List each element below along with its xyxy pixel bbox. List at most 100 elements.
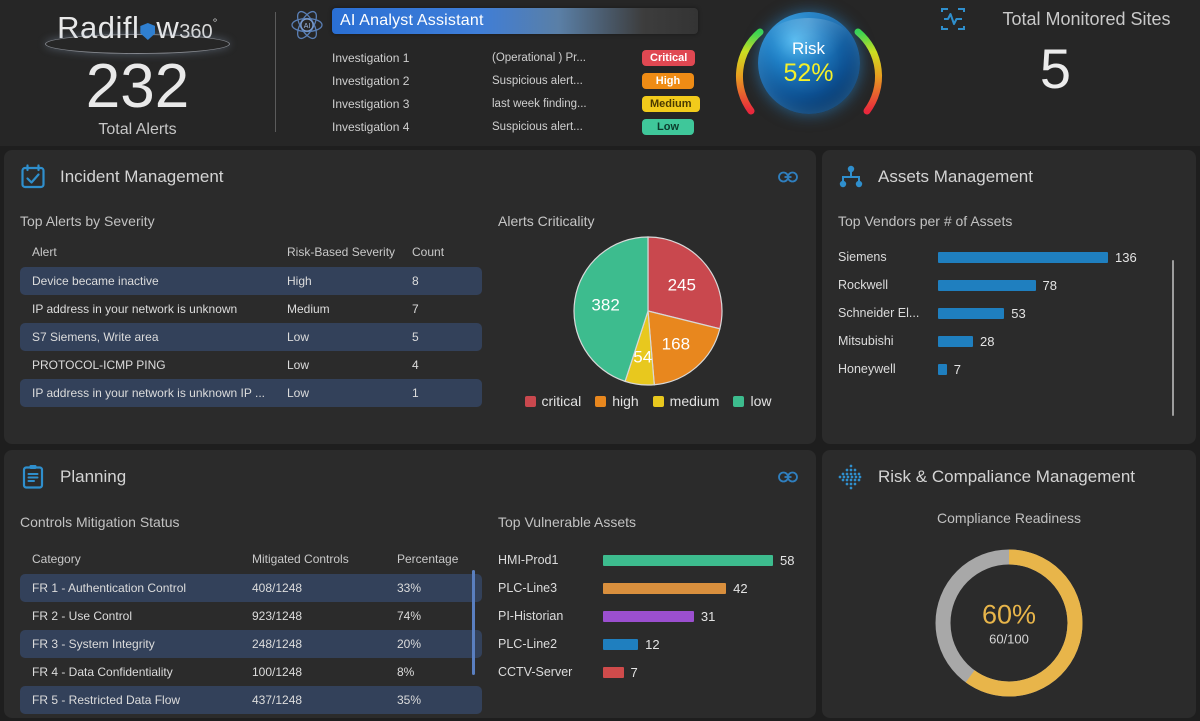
alert-severity: Medium [287, 302, 330, 316]
alert-count: 5 [400, 323, 482, 351]
control-percentage: 8% [397, 665, 415, 679]
pie-slice[interactable] [647, 236, 723, 330]
header-divider [275, 12, 276, 132]
alert-severity: High [275, 267, 400, 295]
bar-row[interactable]: Schneider El... 53 [838, 299, 1170, 327]
logo-ellipse-decoration [45, 34, 230, 54]
bar-fill [938, 251, 1108, 263]
control-category: FR 5 - Restricted Data Flow [20, 686, 240, 714]
investigation-description: last week finding... [492, 97, 587, 110]
table-row[interactable]: Device became inactive High 8 [20, 267, 482, 295]
legend-swatch [524, 395, 536, 407]
table-row[interactable]: IP address in your network is unknown Me… [20, 295, 482, 323]
control-mitigated: 408/1248 [240, 714, 385, 718]
status-badge: Critical [642, 49, 696, 66]
scrollbar[interactable] [472, 570, 475, 675]
bar-value: 136 [1115, 249, 1137, 265]
bar-label: Rockwell [838, 278, 889, 292]
total-monitored-sites-value: 5 [1039, 37, 1072, 100]
compliance-readiness-donut: 60% 60/100 [928, 542, 1090, 704]
total-alerts-label: Total Alerts [98, 121, 177, 139]
alerts-criticality-pie-chart: 245 168 54 382 [573, 236, 723, 386]
alert-name: PROTOCOL-ICMP PING [32, 358, 166, 372]
bar-label: Schneider El... [838, 306, 920, 320]
list-item[interactable]: Investigation 3 last week finding... Med… [332, 92, 706, 115]
donut-fill [935, 549, 1083, 697]
bar-row[interactable]: Siemens 136 [838, 243, 1170, 271]
list-item[interactable]: Investigation 4 Suspicious alert... Low [332, 115, 706, 138]
bar-label: Siemens [838, 250, 887, 264]
control-percentage: 33% [385, 574, 482, 602]
table-row[interactable]: FR 5 - Restricted Data Flow 437/1248 35% [20, 686, 482, 714]
table-row[interactable]: PROTOCOL-ICMP PING Low 4 [20, 351, 482, 379]
alert-count: 7 [412, 302, 419, 316]
table-row[interactable]: IP address in your network is unknown IP… [20, 379, 482, 407]
table-row[interactable]: FR 2 - Use Control 923/1248 74% [20, 602, 482, 630]
bar-row[interactable]: PLC-Line3 42 [498, 574, 798, 602]
top-vendors-title: Top Vendors per # of Assets [838, 213, 1013, 229]
bar-value: 78 [1042, 277, 1057, 293]
bar-row[interactable]: Rockwell 78 [838, 271, 1170, 299]
bar-row[interactable]: PI-Historian 31 [498, 602, 798, 630]
chain-link-icon[interactable] [778, 470, 798, 483]
controls-mitigation-status-title: Controls Mitigation Status [20, 514, 180, 530]
bar-row[interactable]: Mitsubishi 28 [838, 327, 1170, 355]
control-category: FR 6 - Authentication Control [20, 714, 240, 718]
control-category: FR 3 - System Integrity [20, 630, 240, 658]
bar-value: 7 [953, 361, 961, 377]
assets-management-panel: Assets Management Top Vendors per # of A… [822, 150, 1196, 444]
bar-label: CCTV-Server [498, 665, 573, 679]
legend-label: low [750, 393, 772, 409]
controls-mitigation-table: Category Mitigated Controls Percentage F… [20, 546, 482, 718]
control-mitigated: 248/1248 [240, 630, 385, 658]
table-row[interactable]: FR 4 - Data Confidentiality 100/1248 8% [20, 658, 482, 686]
bar-fill [938, 307, 1005, 319]
ai-analyst-assistant-bar[interactable]: AI Analyst Assistant [332, 8, 698, 34]
table-row[interactable]: S7 Siemens, Write area Low 5 [20, 323, 482, 351]
chain-link-icon[interactable] [778, 170, 798, 183]
bar-fill [603, 638, 639, 650]
bar-row[interactable]: PLC-Line2 12 [498, 630, 798, 658]
pie-slice-value: 382 [591, 295, 619, 314]
pie-slice[interactable] [647, 310, 721, 386]
alert-count: 1 [400, 379, 482, 407]
pie-slice-value: 245 [668, 276, 696, 295]
table-row[interactable]: FR 3 - System Integrity 248/1248 20% [20, 630, 482, 658]
pie-slice[interactable] [573, 236, 649, 383]
control-percentage: 20% [385, 630, 482, 658]
table-row[interactable]: FR 6 - Authentication Control 408/1248 3… [20, 714, 482, 718]
bar-track: 12 [603, 637, 660, 652]
bar-track: 136 [938, 250, 1137, 265]
bar-row[interactable]: CCTV-Server 7 [498, 658, 798, 686]
risk-compliance-panel: Risk & Compaliance Management Compliance… [822, 450, 1196, 718]
list-item[interactable]: Investigation 1 (Operational ) Pr... Cri… [332, 46, 706, 69]
bar-fill [603, 554, 773, 566]
investigation-name: Investigation 3 [332, 96, 410, 111]
bar-fill [938, 363, 947, 375]
alert-name: S7 Siemens, Write area [20, 323, 275, 351]
bar-fill [603, 610, 694, 622]
table-row[interactable]: FR 1 - Authentication Control 408/1248 3… [20, 574, 482, 602]
list-item[interactable]: Investigation 2 Suspicious alert... High [332, 69, 706, 92]
column-header-severity: Risk-Based Severity [287, 245, 396, 259]
bar-track: 7 [603, 665, 638, 680]
alert-name: IP address in your network is unknown [32, 302, 238, 316]
scrollbar[interactable] [1172, 260, 1174, 416]
bar-value: 12 [645, 636, 660, 652]
bar-row[interactable]: HMI-Prod1 58 [498, 546, 798, 574]
top-vulnerable-assets-bar-chart: HMI-Prod1 58 PLC-Line3 42 PI-Historian 31 PLC-… [498, 546, 798, 686]
donut-center-labels: 60% 60/100 [928, 600, 1090, 647]
bar-row[interactable]: Honeywell 7 [838, 355, 1170, 383]
top-vulnerable-assets-title: Top Vulnerable Assets [498, 514, 637, 530]
bar-label: Honeywell [838, 362, 896, 376]
legend-item-low: low [733, 393, 771, 409]
investigation-description: (Operational ) Pr... [492, 51, 586, 64]
risk-sphere: Risk 52% [757, 12, 860, 114]
bar-label: PLC-Line3 [498, 581, 558, 595]
legend-swatch [652, 395, 664, 407]
bar-fill [603, 666, 624, 678]
alert-severity: Low [275, 379, 400, 407]
control-mitigated: 100/1248 [252, 665, 303, 679]
risk-gauge-block: Risk 52% [706, 0, 911, 146]
